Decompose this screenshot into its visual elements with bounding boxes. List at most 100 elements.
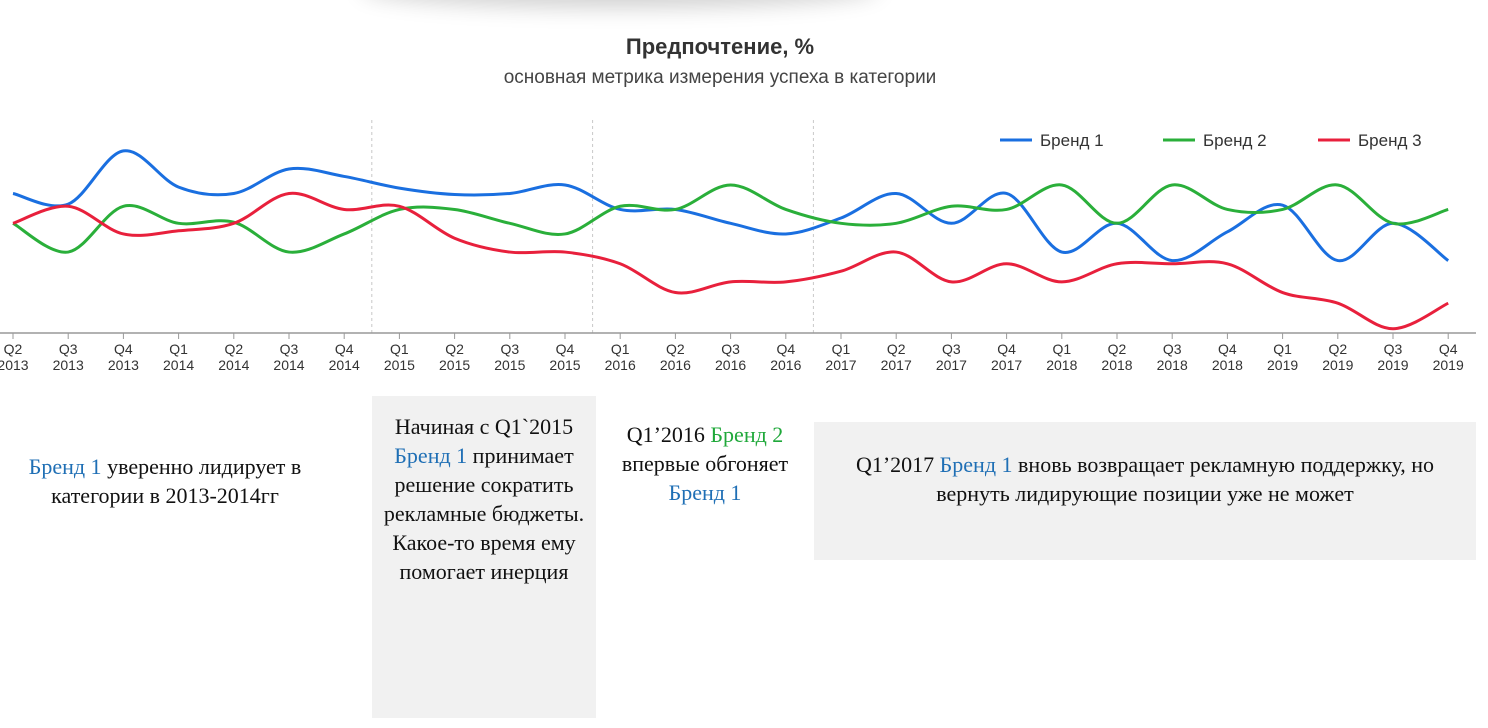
x-tick-label-line: 2019 xyxy=(1322,357,1353,373)
x-tick-label-line: 2015 xyxy=(384,357,415,373)
brand1-mention: Бренд 1 xyxy=(939,452,1013,477)
x-tick-label-line: Q1 xyxy=(390,341,409,357)
x-tick-label: Q4 2015 xyxy=(549,341,580,373)
x-tick-label-line: 2016 xyxy=(660,357,691,373)
series-line-brand-2 xyxy=(12,183,1449,254)
x-tick-label-line: Q4 xyxy=(114,341,133,357)
x-tick-label: Q3 2014 xyxy=(273,341,304,373)
x-tick-label-line: 2018 xyxy=(1212,357,1243,373)
annotation-budget-cut-2015: Начиная с Q1`2015 Бренд 1 принимает реше… xyxy=(372,396,596,718)
x-tick-label-line: 2013 xyxy=(108,357,139,373)
legend-label: Бренд 3 xyxy=(1358,131,1422,150)
x-tick-label: Q3 2017 xyxy=(936,341,967,373)
x-tick-label-line: Q4 xyxy=(335,341,354,357)
x-tick-label: Q3 2016 xyxy=(715,341,746,373)
x-tick-label: Q3 2013 xyxy=(53,341,84,373)
series-lines xyxy=(12,149,1450,331)
legend-label: Бренд 2 xyxy=(1203,131,1267,150)
x-tick-label-line: Q3 xyxy=(59,341,78,357)
x-tick-label-line: Q4 xyxy=(1439,341,1458,357)
x-tick-label-line: Q1 xyxy=(1273,341,1292,357)
annotation-text: принимает решение сократить рекламные бю… xyxy=(383,443,585,584)
x-tick-label-line: 2017 xyxy=(825,357,856,373)
legend-label: Бренд 1 xyxy=(1040,131,1104,150)
x-tick-label: Q1 2017 xyxy=(825,341,856,373)
x-tick-label-line: 2016 xyxy=(770,357,801,373)
x-tick-label-line: Q4 xyxy=(997,341,1016,357)
x-tick-label-line: Q3 xyxy=(942,341,961,357)
x-tick-label-line: 2013 xyxy=(0,357,29,373)
x-tick-label-line: Q3 xyxy=(500,341,519,357)
x-tick-label-line: 2018 xyxy=(1046,357,1077,373)
x-tick-label: Q4 2013 xyxy=(108,341,139,373)
legend-item-brand-3[interactable]: Бренд 3 xyxy=(1318,131,1422,150)
x-tick-label: Q2 2015 xyxy=(439,341,470,373)
x-tick-label: Q1 2018 xyxy=(1046,341,1077,373)
x-tick-label-line: 2017 xyxy=(936,357,967,373)
x-tick-label-line: Q1 xyxy=(1052,341,1071,357)
x-tick-label: Q1 2016 xyxy=(605,341,636,373)
chart-title: Предпочтение, % xyxy=(625,34,815,59)
x-tick-label: Q4 2019 xyxy=(1433,341,1464,373)
x-tick-label-line: Q3 xyxy=(721,341,740,357)
x-tick-label-line: Q1 xyxy=(832,341,851,357)
x-tick-label: Q3 2018 xyxy=(1157,341,1188,373)
annotation-return-2017: Q1’2017 Бренд 1 вновь возвращает рекламн… xyxy=(814,422,1476,560)
annotation-text: вновь возвращает рекламную поддержку, но… xyxy=(936,452,1435,506)
x-tick-label-line: 2016 xyxy=(605,357,636,373)
series-line-brand-1 xyxy=(12,149,1450,263)
x-tick-label-line: 2017 xyxy=(991,357,1022,373)
x-tick-label-line: Q2 xyxy=(666,341,685,357)
x-tick-label-line: 2015 xyxy=(494,357,525,373)
legend-item-brand-2[interactable]: Бренд 2 xyxy=(1163,131,1267,150)
annotation-prefix: Q1’2016 xyxy=(626,422,711,447)
x-tick-label: Q2 2017 xyxy=(881,341,912,373)
series-line-brand-3 xyxy=(12,191,1449,331)
x-tick-label-line: 2019 xyxy=(1433,357,1464,373)
x-tick-label-line: Q2 xyxy=(445,341,464,357)
x-tick-label-line: 2019 xyxy=(1267,357,1298,373)
x-tick-label: Q1 2014 xyxy=(163,341,194,373)
x-tick-label-line: 2018 xyxy=(1157,357,1188,373)
x-tick-label-line: 2015 xyxy=(549,357,580,373)
x-tick-label-line: 2014 xyxy=(273,357,304,373)
brand1-mention: Бренд 1 xyxy=(28,454,102,479)
x-tick-label: Q2 2014 xyxy=(218,341,249,373)
chart-subtitle: основная метрика измерения успеха в кате… xyxy=(503,67,937,88)
x-tick-label: Q2 2016 xyxy=(660,341,691,373)
annotation-overtake-2016: Q1’2016 Бренд 2 впервые обгоняет Бренд 1 xyxy=(610,420,800,507)
x-tick-label-line: 2019 xyxy=(1377,357,1408,373)
legend-item-brand-1[interactable]: Бренд 1 xyxy=(1000,131,1104,150)
brand1-mention: Бренд 1 xyxy=(668,480,742,505)
x-tick-label-line: Q3 xyxy=(280,341,299,357)
x-tick-label: Q3 2015 xyxy=(494,341,525,373)
x-tick-label: Q2 2013 xyxy=(0,341,29,373)
x-tick-label-line: 2014 xyxy=(163,357,194,373)
annotation-text: уверенно лидирует в категории в 2013-201… xyxy=(51,454,302,508)
legend[interactable]: Бренд 1 Бренд 2 Бренд 3 xyxy=(1000,131,1422,150)
brand2-mention: Бренд 2 xyxy=(710,422,784,447)
x-tick-label-line: Q2 xyxy=(1328,341,1347,357)
x-tick-label: Q1 2015 xyxy=(384,341,415,373)
x-tick-label-line: 2015 xyxy=(439,357,470,373)
x-tick-label-line: Q2 xyxy=(224,341,243,357)
x-tick-label-line: Q4 xyxy=(1218,341,1237,357)
x-tick-label-line: Q2 xyxy=(4,341,23,357)
x-tick-label-line: 2014 xyxy=(329,357,360,373)
x-tick-label: Q1 2019 xyxy=(1267,341,1298,373)
x-tick-label-line: Q2 xyxy=(887,341,906,357)
x-tick-label-line: 2017 xyxy=(881,357,912,373)
x-tick-label: Q2 2018 xyxy=(1101,341,1132,373)
x-tick-label-line: 2013 xyxy=(53,357,84,373)
annotation-leader-2013-2014: Бренд 1 уверенно лидирует в категории в … xyxy=(0,452,330,510)
annotation-prefix: Начиная с Q1`2015 xyxy=(394,414,574,439)
x-tick-label-line: Q4 xyxy=(556,341,575,357)
brand1-mention: Бренд 1 xyxy=(394,443,468,468)
x-tick-label-line: 2018 xyxy=(1101,357,1132,373)
x-tick-label: Q2 2019 xyxy=(1322,341,1353,373)
annotation-text: впервые обгоняет xyxy=(621,451,789,476)
x-tick-label: Q3 2019 xyxy=(1377,341,1408,373)
x-tick-label-line: 2014 xyxy=(218,357,249,373)
